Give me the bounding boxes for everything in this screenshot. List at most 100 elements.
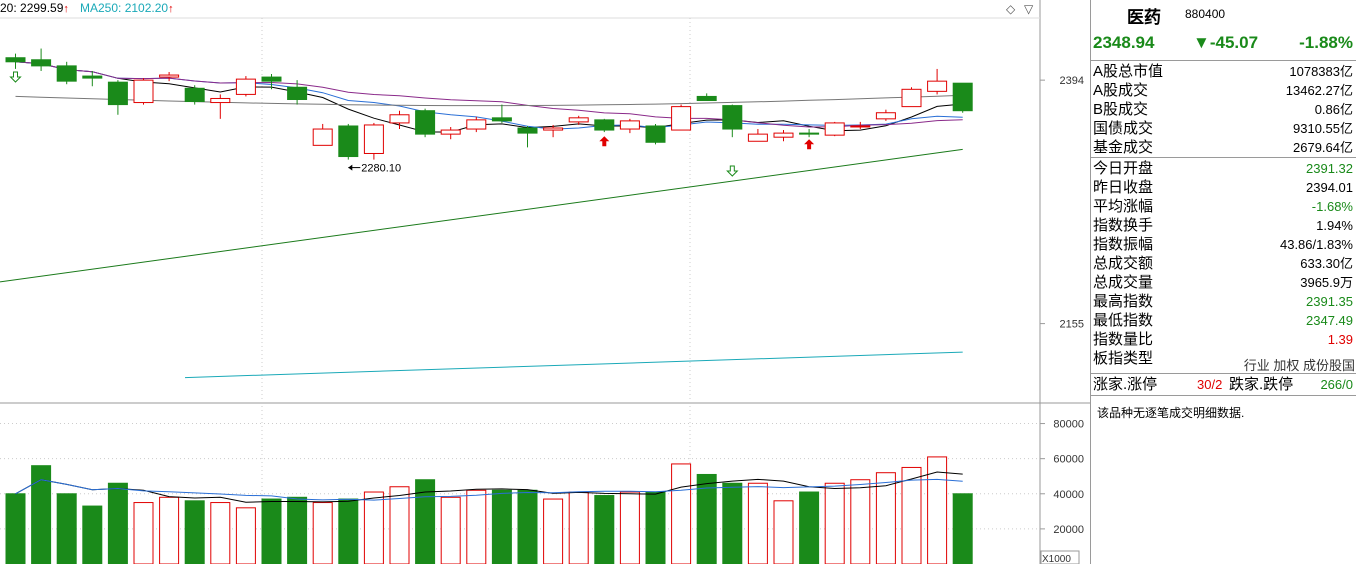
quote-row-label: 板指类型 xyxy=(1093,350,1154,367)
low-arrow-icon xyxy=(348,164,353,171)
chart-canvas[interactable]: 2394 2155 80000 60000 40000 20000 X1000 2280.10 xyxy=(0,0,1090,564)
ma250-label: MA250: 2102.20↑ xyxy=(80,1,174,15)
volume-tick-label: 60000 xyxy=(1053,454,1084,466)
quote-row-label: A股总市值 xyxy=(1093,63,1164,80)
price-tick-label: 2155 xyxy=(1060,319,1084,331)
quote-row-value: 2391.35 xyxy=(1306,294,1353,309)
candle-up xyxy=(671,106,692,131)
quote-row-label: 指数振幅 xyxy=(1093,236,1154,253)
volume-unit-box xyxy=(1040,550,1080,564)
candle-up xyxy=(440,129,461,135)
quote-row-value: 1078383亿 xyxy=(1289,64,1353,79)
volume-bar-down xyxy=(517,489,538,564)
volume-bar-up xyxy=(543,498,564,564)
quote-row: 平均涨幅 -1.68% xyxy=(1091,197,1356,216)
quote-row-value: 2391.32 xyxy=(1306,161,1353,176)
kline-chart[interactable]: 2394 2155 80000 60000 40000 20000 X1000 2280.10… xyxy=(0,0,1090,564)
quote-row: 指数量比 1.39 xyxy=(1091,330,1356,349)
candle-down xyxy=(415,110,436,135)
candle-down xyxy=(799,132,820,135)
volume-bar-up xyxy=(312,502,333,564)
candle-down xyxy=(645,125,666,143)
diamond-icon[interactable]: ◇ xyxy=(1006,2,1016,16)
volume-bar-up xyxy=(619,491,640,564)
candle-down xyxy=(31,59,52,67)
volume-bar-up xyxy=(466,489,487,564)
quote-panel: 医药 880400 2348.94 ▼-45.07 -1.88% A股总市值 10… xyxy=(1090,0,1356,564)
volume-bar-up xyxy=(363,491,384,564)
quote-row-label: 平均涨幅 xyxy=(1093,198,1154,215)
ma250-line xyxy=(184,351,963,379)
quote-row: A股成交 13462.27亿 xyxy=(1091,81,1356,100)
candle-down xyxy=(184,87,205,103)
candle-down xyxy=(338,125,359,158)
candle-up xyxy=(312,128,333,146)
quote-row: 指数换手 1.94% xyxy=(1091,216,1356,235)
volume-bar-down xyxy=(107,482,128,564)
candle-up xyxy=(824,122,845,136)
volume-tick-label: 80000 xyxy=(1053,419,1084,431)
dropdown-icon[interactable]: ▽ xyxy=(1024,2,1034,16)
quote-row-label: 指数量比 xyxy=(1093,331,1154,348)
quote-row: A股总市值 1078383亿 xyxy=(1091,62,1356,81)
quote-row: 总成交额 633.30亿 xyxy=(1091,254,1356,273)
quote-row-label: B股成交 xyxy=(1093,101,1149,118)
volume-bar-down xyxy=(415,479,436,564)
quote-row-value: 13462.27亿 xyxy=(1285,83,1353,98)
divider xyxy=(1091,395,1356,396)
quote-row-label: 今日开盘 xyxy=(1093,160,1154,177)
volume-bar-up xyxy=(773,500,794,564)
fall-count-value: 266/0 xyxy=(1320,377,1353,392)
candle-up xyxy=(235,78,256,95)
volume-bar-up xyxy=(901,466,922,564)
candle-down xyxy=(82,75,103,79)
candle-down xyxy=(722,105,743,130)
ma20-up-arrow-icon: ↑ xyxy=(63,3,69,15)
ma60-line xyxy=(15,94,963,107)
candle-down xyxy=(594,119,615,131)
quote-row-value: -1.68% xyxy=(1311,199,1353,214)
ma250-value: MA250: 2102.20 xyxy=(80,1,169,15)
volume-bar-down xyxy=(261,498,282,564)
current-price: 2348.94 xyxy=(1093,33,1155,52)
candle-up xyxy=(363,124,384,154)
candle-down xyxy=(107,81,128,106)
quote-row-label: 最高指数 xyxy=(1093,293,1154,310)
quote-row-value: 0.86亿 xyxy=(1314,102,1353,117)
candle-up xyxy=(901,88,922,108)
quote-row-label: 最低指数 xyxy=(1093,312,1154,329)
quote-row-label: 基金成交 xyxy=(1093,139,1154,156)
volume-bar-down xyxy=(338,498,359,564)
volume-bar-up xyxy=(159,496,180,564)
quote-row: 总成交量 3965.9万 xyxy=(1091,273,1356,292)
volume-bar-down xyxy=(952,493,973,564)
quote-row-value: 633.30亿 xyxy=(1300,256,1353,271)
volume-bar-down xyxy=(287,496,308,564)
volume-bar-up xyxy=(440,496,461,564)
ma20-line xyxy=(15,61,963,128)
rise-count-label: 涨家.涨停 xyxy=(1093,376,1158,393)
divider xyxy=(1091,373,1356,374)
ma20-label: 20: 2299.59↑ xyxy=(0,1,69,15)
quote-row: 指数振幅 43.86/1.83% xyxy=(1091,235,1356,254)
candle-down xyxy=(5,57,26,63)
volume-bar-up xyxy=(389,486,410,564)
index-types[interactable]: 行业 加权 成份股国 xyxy=(1243,358,1355,373)
volume-bar-up xyxy=(824,482,845,564)
quote-row: 昨日收盘 2394.01 xyxy=(1091,178,1356,197)
volume-bar-down xyxy=(594,495,615,564)
candle-down xyxy=(491,117,512,122)
volume-bar-up xyxy=(568,491,589,564)
volume-unit-label: X1000 xyxy=(1042,554,1071,564)
quote-row-label: 国债成交 xyxy=(1093,120,1154,137)
quote-row-value: 1.39 xyxy=(1327,332,1353,347)
quote-row-label: 总成交额 xyxy=(1093,255,1154,272)
volume-bar-down xyxy=(722,482,743,564)
volume-bar-up xyxy=(210,502,231,564)
fall-count-label: 跌家.跌停 xyxy=(1229,376,1294,393)
quote-row-value: 2679.64亿 xyxy=(1293,140,1353,155)
volume-bar-down xyxy=(56,493,77,564)
volume-bar-up xyxy=(875,472,896,564)
price-change: ▼-45.07 xyxy=(1193,33,1259,52)
candle-up xyxy=(159,74,180,78)
